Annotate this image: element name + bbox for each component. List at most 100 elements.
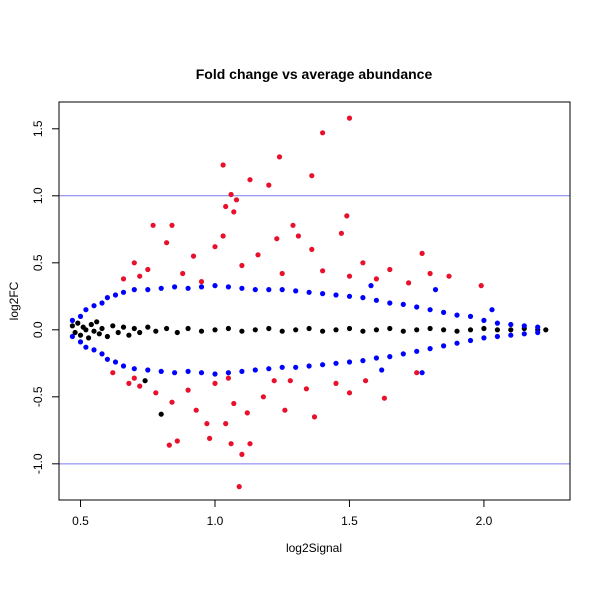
data-point [266, 366, 272, 372]
data-point [137, 273, 143, 279]
data-point [164, 325, 170, 332]
data-point [172, 284, 178, 290]
data-point [400, 351, 406, 357]
data-point [427, 325, 433, 332]
data-point [252, 367, 258, 373]
data-point [419, 370, 425, 376]
data-point [373, 355, 379, 361]
data-point [481, 335, 487, 341]
data-point [478, 283, 484, 289]
data-point [225, 284, 231, 290]
data-point [75, 320, 81, 326]
data-point [252, 287, 258, 293]
y-tick-label: -0.5 [31, 386, 45, 407]
data-point [266, 287, 272, 293]
data-point [104, 333, 110, 340]
data-point [158, 285, 164, 291]
data-point [239, 328, 245, 334]
data-point [521, 331, 527, 337]
data-point [320, 291, 326, 297]
data-point [220, 162, 226, 168]
data-point [346, 273, 353, 279]
data-point [112, 359, 119, 365]
data-point [338, 230, 344, 236]
data-point [346, 115, 353, 121]
data-point [169, 399, 175, 405]
data-point [279, 287, 285, 293]
data-point [77, 313, 84, 319]
data-point [185, 285, 191, 291]
data-point [204, 421, 210, 427]
data-point [166, 442, 172, 448]
data-point [346, 390, 353, 396]
data-point [126, 332, 132, 338]
data-point [212, 244, 218, 250]
data-point [481, 325, 487, 332]
data-point [131, 366, 137, 372]
data-point [239, 368, 245, 374]
data-point [494, 333, 500, 340]
data-point [279, 364, 285, 370]
data-point [99, 325, 105, 332]
data-point [120, 363, 127, 369]
data-point [279, 270, 285, 277]
data-point [223, 421, 229, 427]
data-point [255, 252, 261, 258]
data-point [77, 339, 84, 345]
data-point [104, 295, 110, 301]
data-point [467, 337, 474, 344]
black-points [69, 319, 549, 417]
data-point [306, 325, 312, 332]
data-point [212, 371, 218, 377]
data-point [535, 324, 541, 330]
data-point [309, 173, 315, 179]
data-point [311, 414, 318, 420]
data-point [233, 197, 240, 203]
data-point [320, 130, 326, 136]
data-point [198, 279, 205, 285]
data-point [198, 370, 205, 376]
data-point [131, 287, 137, 293]
data-point [303, 386, 309, 392]
plot-frame [58, 101, 571, 501]
data-point [535, 329, 541, 336]
data-point [83, 344, 89, 350]
y-tick-label: 1.0 [31, 187, 45, 204]
data-point [287, 378, 293, 384]
data-point [368, 283, 374, 289]
data-point [247, 177, 253, 183]
data-point [145, 266, 151, 273]
data-point [164, 240, 170, 246]
data-point [266, 182, 272, 188]
data-point [145, 324, 151, 330]
data-point [169, 222, 175, 228]
chart-title: Fold change vs average abundance [196, 66, 433, 82]
data-point [239, 285, 245, 291]
data-point [467, 313, 474, 319]
data-point [293, 288, 299, 294]
data-point [239, 451, 245, 457]
data-point [91, 328, 97, 334]
data-point [333, 292, 339, 298]
x-tick-label: 2.0 [476, 514, 493, 528]
blue-points [69, 283, 541, 377]
data-point [69, 323, 75, 329]
data-point [306, 289, 312, 295]
data-point [271, 378, 277, 384]
y-tick-label: 0.0 [31, 321, 45, 338]
data-point [295, 233, 301, 239]
data-point [94, 319, 100, 325]
data-point [83, 327, 89, 333]
data-point [414, 327, 420, 333]
data-point [346, 359, 353, 365]
data-point [441, 309, 447, 315]
data-point [414, 304, 420, 310]
data-point [320, 362, 326, 368]
data-point [320, 328, 326, 334]
data-point [252, 327, 258, 333]
data-point [290, 222, 296, 228]
data-point [346, 325, 353, 332]
data-point [153, 390, 159, 396]
